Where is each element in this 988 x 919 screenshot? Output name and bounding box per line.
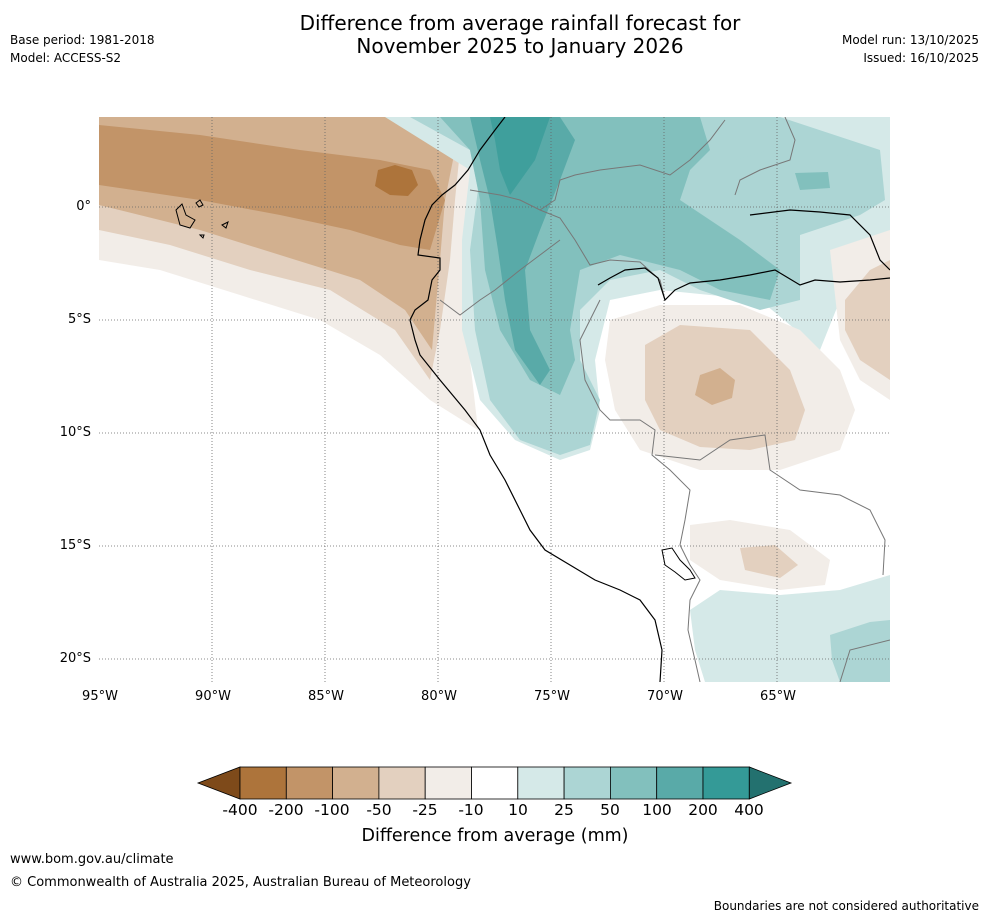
lon-label-65w: 65°W <box>760 689 796 704</box>
cbar-swatch-lt-m400 <box>196 766 241 800</box>
cbar-tick: -50 <box>366 801 392 819</box>
cbar-swatch-50-100 <box>610 766 658 800</box>
dry-region-m400 <box>375 165 418 196</box>
cbar-tick: -200 <box>268 801 304 819</box>
cbar-swatch-10-25 <box>517 766 565 800</box>
cbar-tick: 10 <box>508 801 528 819</box>
cbar-tick: 50 <box>600 801 620 819</box>
lon-label-90w: 90°W <box>195 689 231 704</box>
issued-date: Issued: 16/10/2025 <box>863 51 979 65</box>
model-name: Model: ACCESS-S2 <box>10 51 122 65</box>
bom-link[interactable]: www.bom.gov.au/climate <box>10 852 174 867</box>
cbar-tick: -10 <box>458 801 484 819</box>
cbar-tick: 200 <box>688 801 718 819</box>
lon-label-80w: 80°W <box>421 689 457 704</box>
map-title: Difference from average rainfall forecas… <box>0 12 988 58</box>
map-title-line1: Difference from average rainfall forecas… <box>299 11 741 35</box>
country-borders <box>439 117 890 682</box>
cbar-tick: -400 <box>222 801 258 819</box>
cbar-swatch-25-50 <box>563 766 611 800</box>
lat-label-0: 0° <box>76 199 91 214</box>
cbar-swatch-gt-400 <box>748 766 793 800</box>
lon-label-95w: 95°W <box>82 689 118 704</box>
lat-label-15s: 15°S <box>59 538 91 553</box>
colorbar-title: Difference from average (mm) <box>361 826 629 846</box>
dry-south-m50 <box>740 545 798 578</box>
cbar-swatch-m200-m100 <box>285 766 333 800</box>
lon-label-70w: 70°W <box>647 689 683 704</box>
lake-titicaca <box>661 547 696 581</box>
graticule <box>99 117 890 682</box>
lon-label-85w: 85°W <box>308 689 344 704</box>
coastlines <box>409 117 890 682</box>
cbar-swatch-m100-m50 <box>332 766 380 800</box>
cbar-swatch-200-400 <box>702 766 750 800</box>
wet-region-se-100 <box>795 172 830 190</box>
lon-label-75w: 75°W <box>534 689 570 704</box>
cbar-swatch-m25-m10 <box>424 766 472 800</box>
galapagos-islands <box>175 199 229 239</box>
disclaimer: Boundaries are not considered authoritat… <box>713 899 979 913</box>
cbar-swatch-100-200 <box>656 766 704 800</box>
lat-label-10s: 10°S <box>59 425 91 440</box>
model-run: Model run: 13/10/2025 <box>841 33 979 47</box>
cbar-tick: 100 <box>642 801 672 819</box>
cbar-tick: 400 <box>734 801 764 819</box>
lat-label-20s: 20°S <box>59 651 91 666</box>
cbar-swatch-m400-m200 <box>239 766 287 800</box>
cbar-swatch-m50-m25 <box>378 766 426 800</box>
cbar-tick: -100 <box>314 801 350 819</box>
colorbar <box>196 766 793 800</box>
lat-label-5s: 5°S <box>67 312 91 327</box>
cbar-swatch-m10-10 <box>471 766 519 800</box>
cbar-tick: -25 <box>412 801 438 819</box>
base-period: Base period: 1981-2018 <box>10 33 155 47</box>
wet-region-100 <box>470 117 575 385</box>
wet-region-200 <box>490 117 550 195</box>
dry-interior-m100 <box>695 368 735 405</box>
dry-region-m200 <box>99 125 445 250</box>
map-title-line2: November 2025 to January 2026 <box>356 34 684 58</box>
cbar-tick: 25 <box>554 801 574 819</box>
copyright: © Commonwealth of Australia 2025, Austra… <box>10 875 471 890</box>
